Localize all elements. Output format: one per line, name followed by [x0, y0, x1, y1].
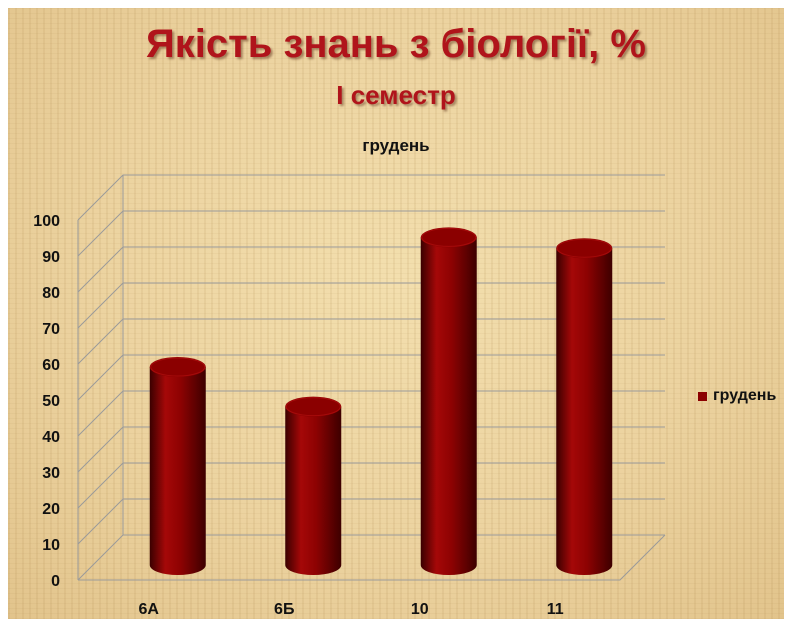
- bar-body: [149, 367, 206, 575]
- page-title: Якість знань з біології, %: [146, 22, 646, 66]
- bar-top-rim: [150, 357, 206, 377]
- chart-bars: [149, 227, 613, 575]
- x-tick-label: 6А: [139, 601, 160, 618]
- bar-top-rim: [285, 397, 341, 417]
- bar: [285, 396, 342, 575]
- legend-swatch: [698, 391, 707, 401]
- y-tick-label: 90: [42, 249, 60, 266]
- page-subtitle: І семестр: [336, 80, 456, 110]
- bar-top: [149, 357, 206, 377]
- bar: [149, 357, 206, 575]
- y-tick-label: 100: [33, 213, 60, 230]
- bar-body: [285, 406, 342, 575]
- bar-top-rim: [421, 227, 477, 247]
- bar: [556, 238, 613, 575]
- y-tick-label: 30: [42, 465, 60, 482]
- gridline: [77, 174, 665, 221]
- bar-top: [285, 396, 342, 417]
- y-tick-label: 40: [42, 429, 60, 446]
- y-tick-label: 60: [42, 357, 60, 374]
- chart-legend: грудень: [698, 387, 776, 405]
- legend-label: грудень: [713, 387, 777, 404]
- bar-top: [420, 227, 477, 248]
- bar-top-rim: [556, 238, 612, 258]
- y-tick-label: 50: [42, 393, 60, 410]
- y-tick-label: 70: [42, 321, 60, 338]
- bar-top: [556, 238, 613, 259]
- x-tick-label: 11: [547, 601, 564, 618]
- slide-background: [8, 8, 784, 619]
- y-tick-label: 80: [42, 285, 60, 302]
- bar: [420, 227, 477, 575]
- x-tick-label: 6Б: [274, 601, 294, 618]
- bar-body: [556, 248, 613, 575]
- bar-body: [420, 237, 477, 575]
- floor-edge: [78, 534, 666, 581]
- y-tick-label: 20: [42, 501, 60, 518]
- y-tick-label: 10: [42, 537, 60, 554]
- chart-axes: 0 10 20 30 40 50 60 70 80 90 100 6А 6Б 10 11: [33, 175, 666, 618]
- y-tick-label: 0: [51, 573, 60, 590]
- x-tick-label: 10: [411, 601, 429, 618]
- chart-title: грудень: [362, 136, 430, 155]
